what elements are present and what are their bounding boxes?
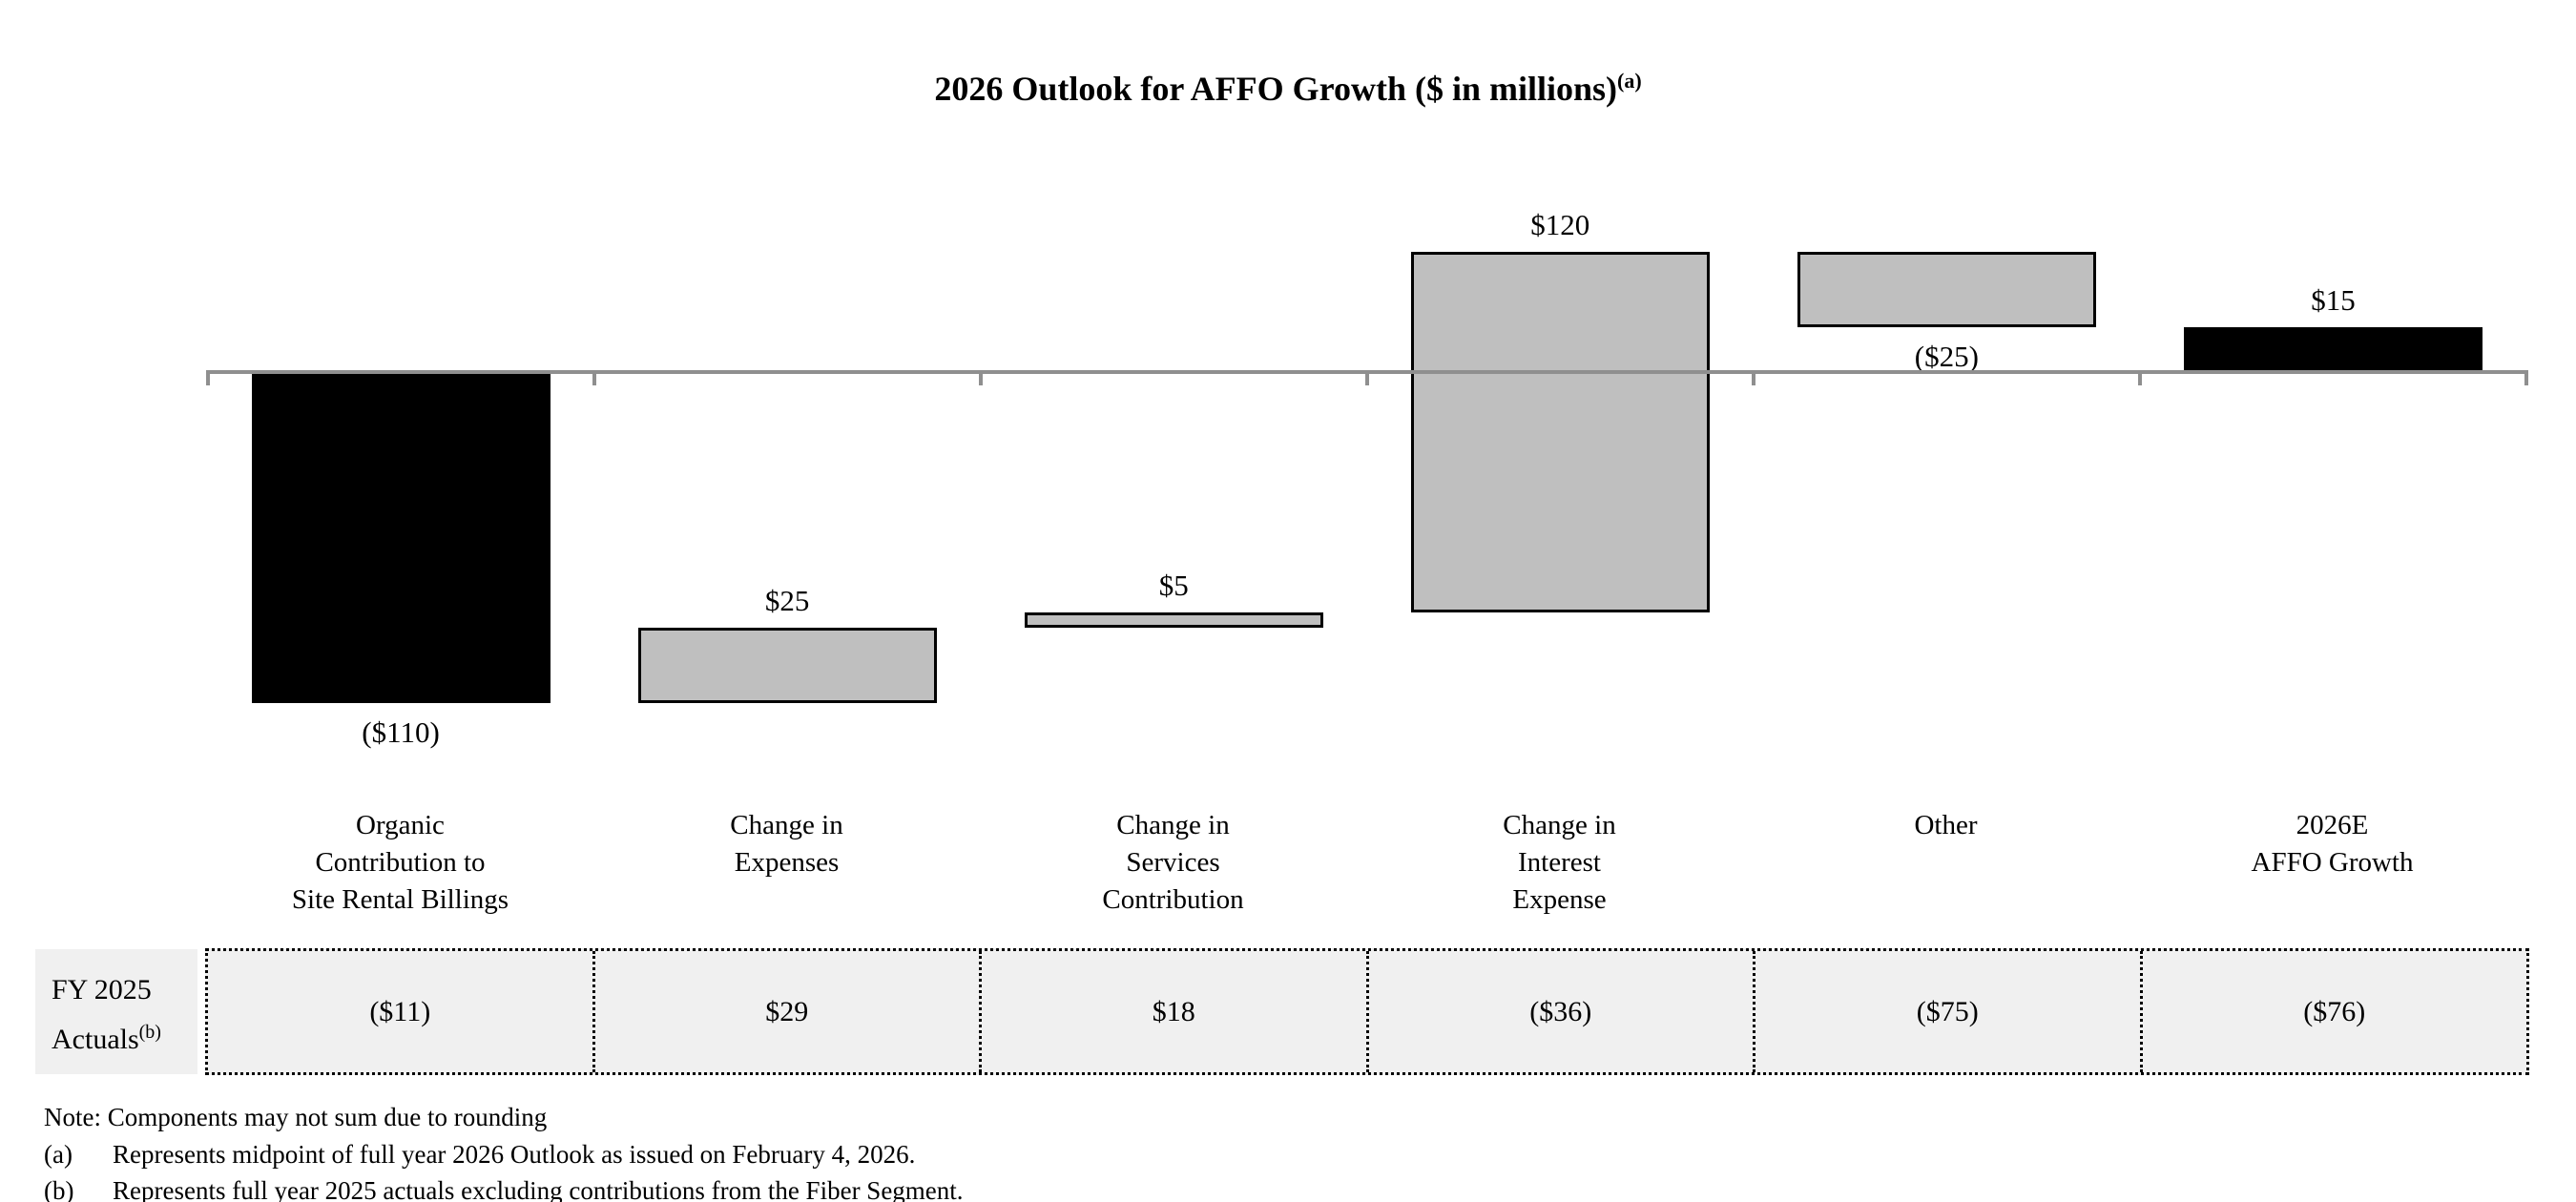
category-axis-labels: Organic Contribution to Site Rental Bill… [207, 807, 2527, 931]
axis-tick-6 [2524, 370, 2528, 385]
footnote-a-marker: (a) [44, 1139, 73, 1169]
footnote-b-marker: (b) [44, 1176, 74, 1202]
axis-tick-0 [205, 370, 210, 385]
category-label-change-in-expenses: Change in Expenses [730, 810, 843, 878]
fy2025-actuals-table: ($11) $29 $18 ($36) ($75) ($76) [205, 948, 2529, 1075]
fy2025-cell-change-in-interest: ($36) [1369, 951, 1755, 1072]
chart-title-footnote-ref: (a) [1617, 69, 1642, 93]
fy2025-row-label: FY 2025 Actuals(b) [35, 949, 197, 1074]
chart-title-text: 2026 Outlook for AFFO Growth ($ in milli… [934, 70, 1618, 108]
bar-value-label-6: $15 [2311, 282, 2356, 317]
waterfall-bar-2 [637, 628, 937, 704]
bar-value-label-3: $5 [1158, 569, 1189, 603]
fy2025-row-label-line2: Actuals [52, 1024, 139, 1055]
bar-value-label-5: ($25) [1914, 339, 1979, 373]
footnotes: Note: Components may not sum due to roun… [44, 1099, 964, 1202]
waterfall-bar-4 [1410, 251, 1710, 613]
footnote-a: (a) Represents midpoint of full year 2026… [44, 1136, 964, 1173]
bar-value-label-1: ($110) [362, 715, 440, 750]
fy2025-cell-organic-contribution: ($11) [208, 951, 595, 1072]
footnote-a-text: Represents midpoint of full year 2026 Ou… [113, 1139, 916, 1169]
category-label-2026e-affo-growth: 2026E AFFO Growth [2251, 810, 2414, 878]
fy2025-footnote-ref: (b) [138, 1022, 161, 1043]
category-label-change-in-services: Change in Services Contribution [1102, 810, 1244, 915]
axis-tick-1 [592, 370, 596, 385]
fy2025-row-label-line1: FY 2025 [52, 974, 152, 1005]
axis-tick-2 [978, 370, 983, 385]
footnote-b: (b) Represents full year 2025 actuals exc… [44, 1172, 964, 1202]
axis-tick-5 [2137, 370, 2142, 385]
bar-value-label-2: $25 [764, 584, 810, 618]
category-label-change-in-interest: Change in Interest Expense [1503, 810, 1616, 915]
waterfall-bar-5 [1797, 251, 2096, 327]
waterfall-bar-1 [251, 372, 551, 704]
axis-tick-4 [1751, 370, 1755, 385]
fy2025-cell-change-in-expenses: $29 [595, 951, 982, 1072]
chart-title: 2026 Outlook for AFFO Growth ($ in milli… [0, 69, 2576, 109]
fy2025-cell-2026e-affo-growth: ($76) [2303, 995, 2366, 1027]
fy2025-cell-other: ($75) [1755, 951, 2143, 1072]
footnote-b-text: Represents full year 2025 actuals exclud… [113, 1176, 964, 1202]
category-label-other: Other [1914, 810, 1978, 840]
waterfall-bar-6 [2183, 326, 2483, 372]
category-label-organic-contribution: Organic Contribution to Site Rental Bill… [291, 810, 509, 915]
footnote-rounding-note: Note: Components may not sum due to roun… [44, 1103, 548, 1131]
waterfall-bar-3 [1024, 612, 1323, 629]
bar-value-label-4: $120 [1530, 207, 1590, 241]
fy2025-cell-change-in-services: $18 [982, 951, 1369, 1072]
axis-tick-3 [1364, 370, 1369, 385]
